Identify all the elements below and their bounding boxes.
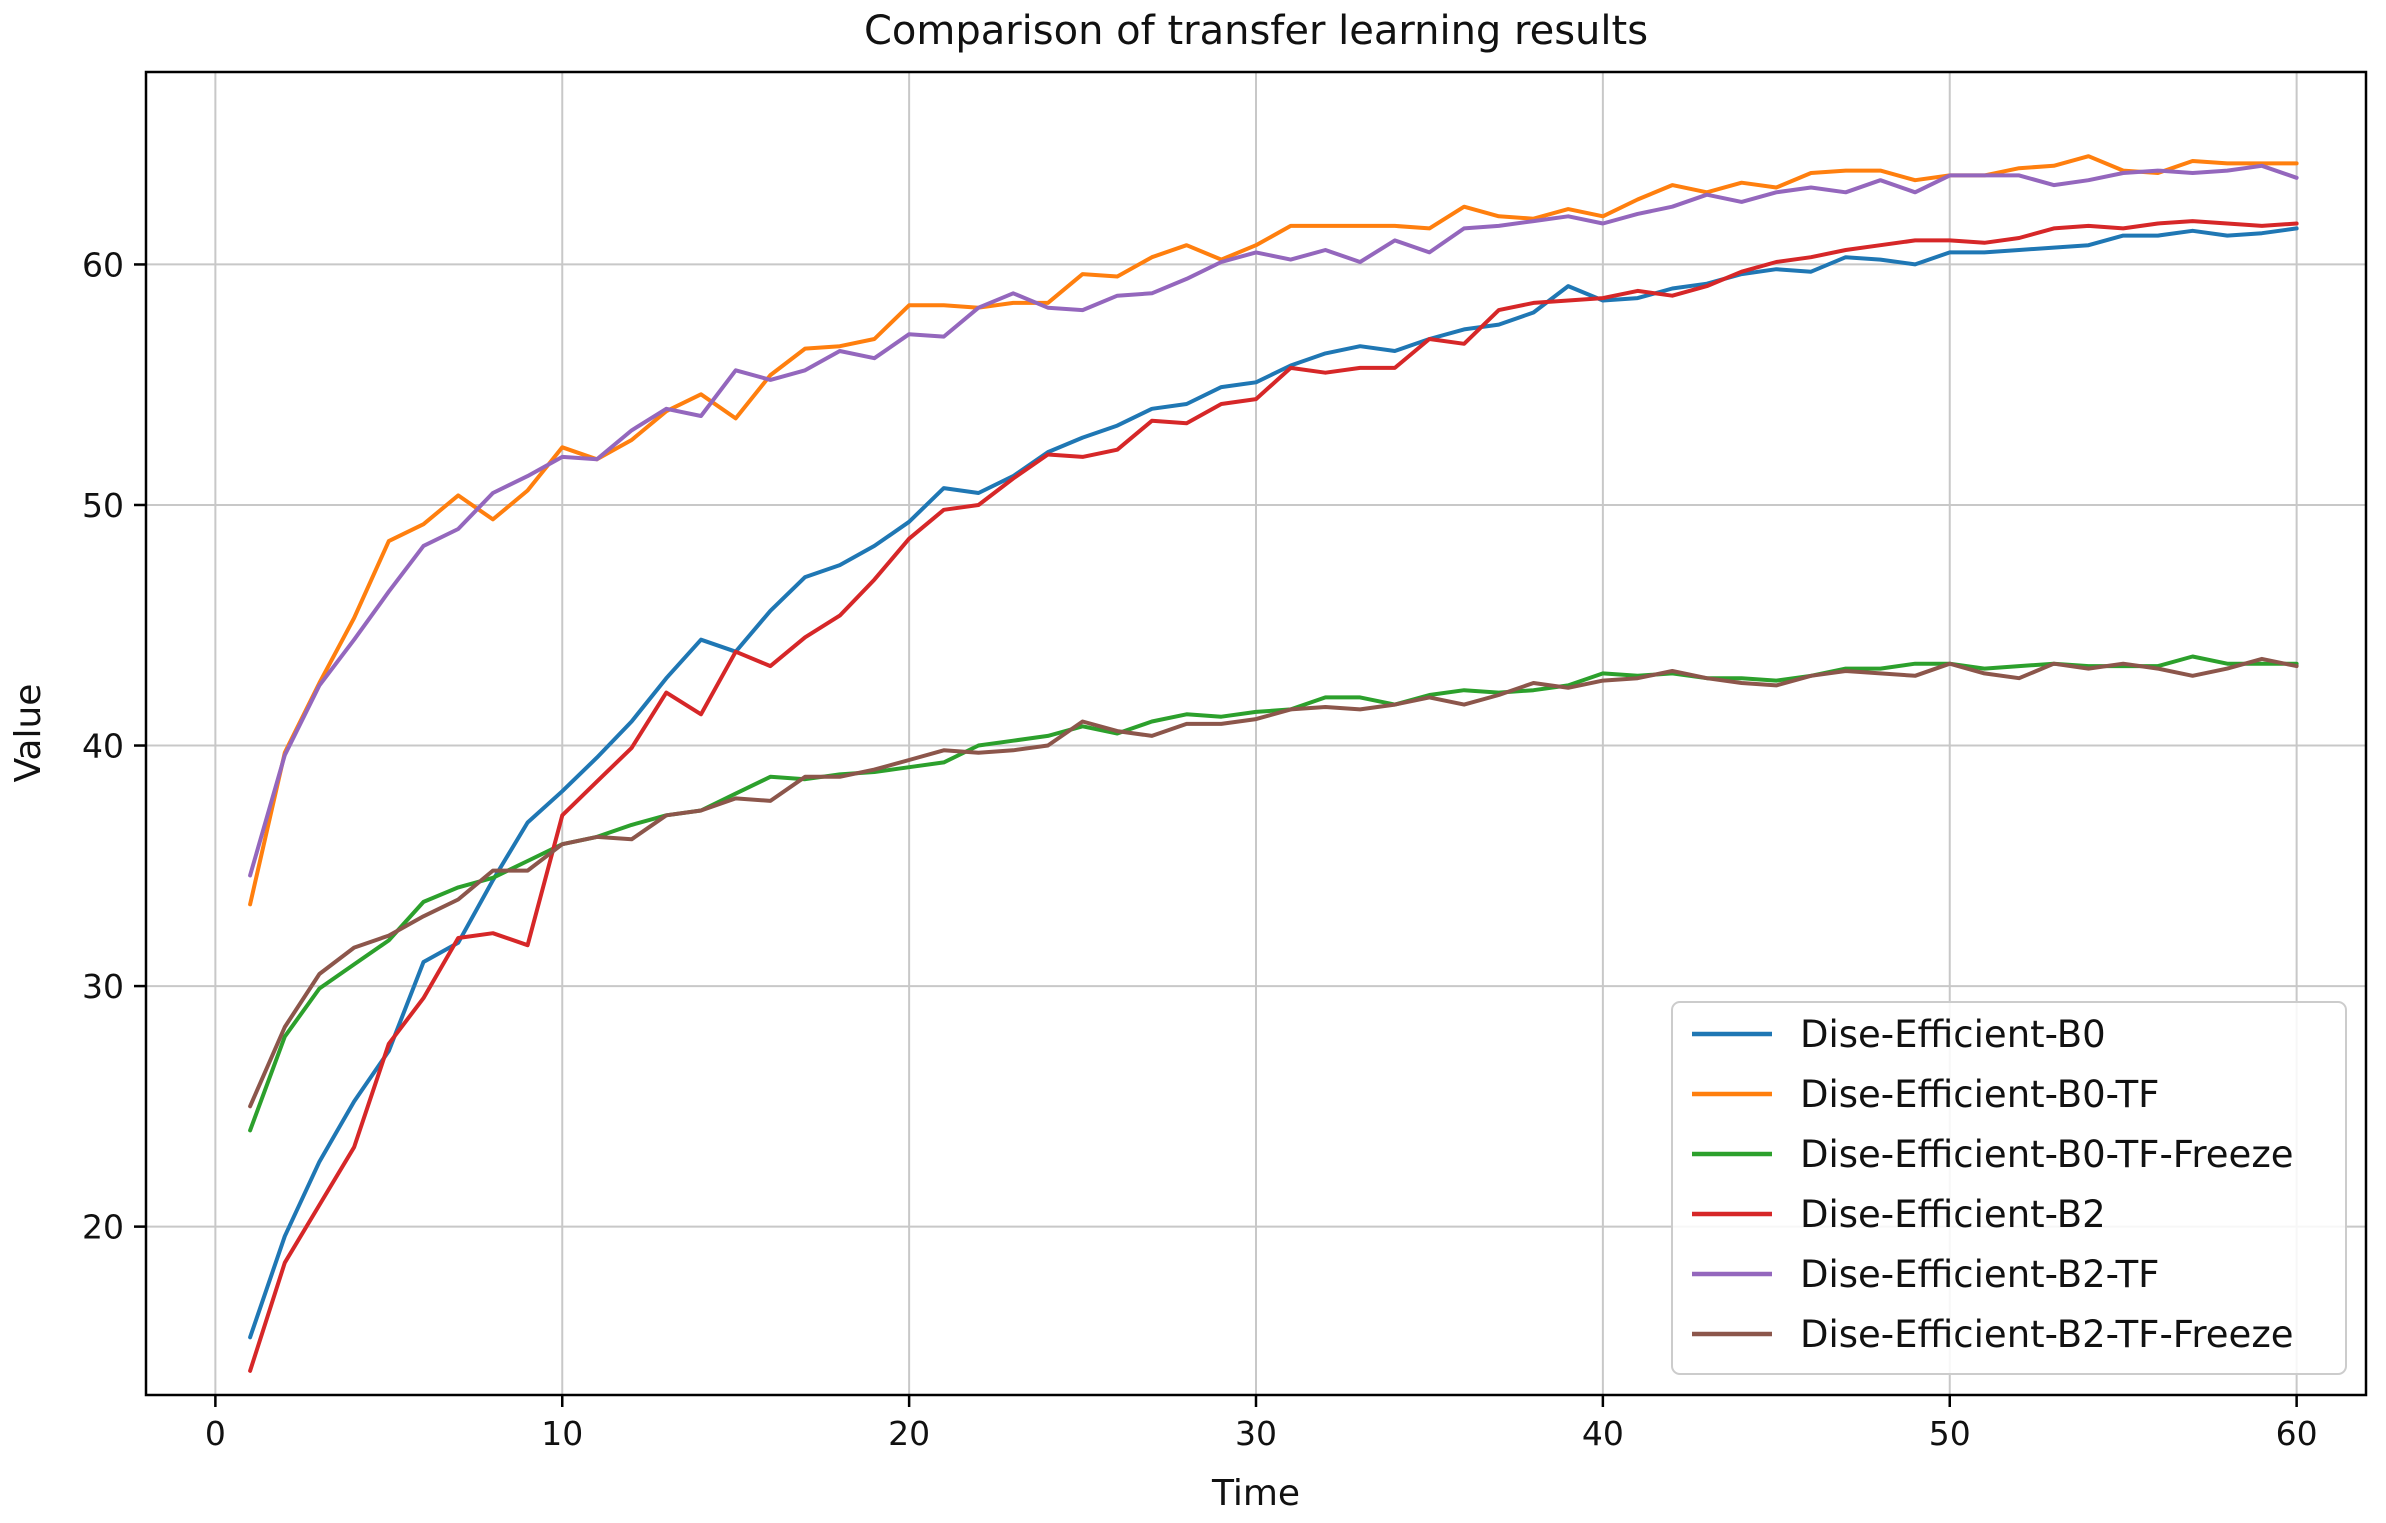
y-tick-label-50: 50 — [82, 486, 124, 525]
legend-label-dise-efficient-b0-tf: Dise-Efficient-B0-TF — [1800, 1073, 2159, 1116]
legend-label-dise-efficient-b0: Dise-Efficient-B0 — [1800, 1013, 2106, 1056]
x-tick-label-50: 50 — [1929, 1414, 1971, 1453]
x-tick-label-40: 40 — [1582, 1414, 1624, 1453]
legend-label-dise-efficient-b2-tf: Dise-Efficient-B2-TF — [1800, 1253, 2159, 1296]
chart-title: Comparison of transfer learning results — [864, 8, 1648, 54]
x-tick-label-60: 60 — [2276, 1414, 2318, 1453]
legend-label-dise-efficient-b0-tf-freeze: Dise-Efficient-B0-TF-Freeze — [1800, 1133, 2294, 1176]
y-tick-label-30: 30 — [82, 967, 124, 1006]
series-line-dise-efficient-b0 — [248, 226, 2299, 1340]
x-tick-label-20: 20 — [888, 1414, 930, 1453]
legend-box — [1671, 1001, 2347, 1375]
y-axis-label: Value — [8, 684, 49, 783]
legend-label-dise-efficient-b2: Dise-Efficient-B2 — [1800, 1193, 2106, 1236]
series-line-dise-efficient-b2 — [248, 219, 2299, 1373]
y-tick-label-20: 20 — [82, 1208, 124, 1247]
x-axis-label: Time — [1211, 1473, 1300, 1514]
axis-ticks: 0 10 20 30 40 50 60 20 30 40 50 60 — [82, 245, 2318, 1453]
series-line-dise-efficient-b2-tf — [248, 163, 2299, 878]
grid-lines — [146, 72, 2366, 1395]
x-tick-label-10: 10 — [541, 1414, 583, 1453]
y-tick-label-40: 40 — [82, 727, 124, 766]
x-tick-label-0: 0 — [205, 1414, 226, 1453]
x-tick-label-30: 30 — [1235, 1414, 1277, 1453]
legend-label-dise-efficient-b2-tf-freeze: Dise-Efficient-B2-TF-Freeze — [1800, 1313, 2294, 1356]
y-tick-label-60: 60 — [82, 245, 124, 284]
legend: Dise-Efficient-B0 Dise-Efficient-B0-TF Dis… — [1671, 1001, 2347, 1375]
series-line-dise-efficient-b2-tf-freeze — [248, 656, 2299, 1109]
series-lines — [248, 154, 2299, 1373]
